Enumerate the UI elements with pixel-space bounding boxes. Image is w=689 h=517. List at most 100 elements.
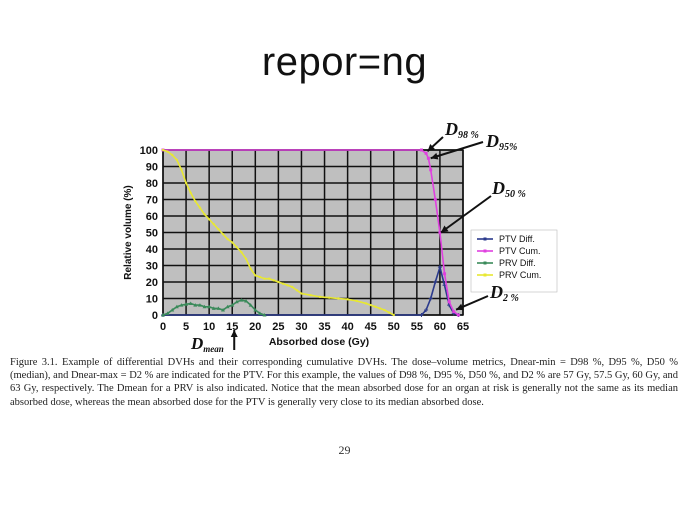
y-tick-label: 80 <box>146 178 158 190</box>
slide-title: repor=ng <box>261 40 428 84</box>
data-point <box>374 305 377 308</box>
data-point <box>346 298 349 301</box>
d95-arrow-head <box>430 152 439 160</box>
y-tick-label: 30 <box>146 261 158 273</box>
y-tick-label: 50 <box>146 228 158 240</box>
data-point <box>286 284 289 287</box>
data-point <box>248 303 253 307</box>
data-point <box>193 303 198 307</box>
data-point <box>447 300 451 304</box>
data-point <box>383 308 386 312</box>
data-point <box>378 307 382 310</box>
x-tick-label: 40 <box>341 321 353 333</box>
series-line <box>162 149 395 316</box>
data-point <box>437 265 442 270</box>
data-point <box>429 168 433 172</box>
y-tick-label: 10 <box>146 294 158 306</box>
x-tick-label: 30 <box>295 321 307 333</box>
data-point <box>433 280 438 284</box>
data-point <box>197 303 202 307</box>
data-point <box>272 279 275 282</box>
data-point <box>300 292 303 295</box>
data-point <box>392 313 395 317</box>
data-point <box>226 237 229 241</box>
data-point <box>174 304 179 309</box>
data-point <box>165 311 170 315</box>
data-point <box>244 257 248 261</box>
data-point <box>244 298 249 303</box>
d2-label: D2 % <box>489 282 519 304</box>
data-point <box>254 274 257 277</box>
figure-caption: Figure 3.1. Example of differential DVHs… <box>10 357 678 408</box>
d98-label: D98 % <box>444 119 479 141</box>
legend-label: PRV Diff. <box>499 258 536 268</box>
data-point <box>258 275 262 279</box>
x-tick-label: 20 <box>249 321 261 333</box>
data-point <box>291 285 294 289</box>
data-point <box>267 277 271 280</box>
series-line <box>163 264 459 316</box>
data-point <box>175 158 179 162</box>
data-point <box>309 294 312 297</box>
data-point <box>203 213 206 216</box>
data-point <box>194 199 197 203</box>
x-tick-label: 15 <box>226 321 238 333</box>
data-point <box>281 282 285 285</box>
data-point <box>216 306 221 310</box>
y-tick-label: 70 <box>146 195 158 207</box>
data-point <box>456 313 460 317</box>
data-point <box>327 296 331 299</box>
x-tick-label: 45 <box>365 321 377 333</box>
data-point <box>235 246 239 249</box>
x-tick-label: 65 <box>457 321 469 333</box>
x-tick-label: 35 <box>318 321 330 333</box>
data-point <box>419 313 424 317</box>
x-tick-label: 5 <box>183 321 189 333</box>
legend-label: PTV Diff. <box>499 234 535 244</box>
data-point <box>424 308 429 313</box>
legend-marker <box>483 261 487 265</box>
d98-arrow-head <box>427 143 435 152</box>
data-point <box>221 232 225 236</box>
dmean-label: Dmean <box>190 334 224 354</box>
data-point <box>234 299 239 304</box>
legend-marker <box>483 249 487 253</box>
x-tick-label: 55 <box>411 321 423 333</box>
data-point <box>452 310 456 314</box>
legend-box <box>470 229 558 293</box>
legend-marker <box>483 237 487 241</box>
data-point <box>207 218 211 221</box>
data-point <box>277 280 280 284</box>
data-point <box>426 156 430 160</box>
data-point <box>337 297 340 300</box>
data-point <box>217 228 220 231</box>
d2-arrow-head <box>456 303 464 311</box>
data-point <box>419 148 423 152</box>
data-point <box>239 298 244 302</box>
data-point <box>262 313 267 317</box>
data-point <box>184 181 188 185</box>
data-point <box>433 198 437 201</box>
data-point <box>225 304 230 309</box>
data-point <box>161 148 165 152</box>
data-point <box>184 302 189 306</box>
page-number: 29 <box>338 443 351 457</box>
data-point <box>166 150 169 153</box>
data-point <box>424 151 428 155</box>
data-point <box>161 313 165 317</box>
legend-label: PTV Cum. <box>499 246 541 256</box>
y-tick-label: 40 <box>146 244 158 256</box>
data-point <box>212 223 215 226</box>
data-point <box>443 272 447 276</box>
data-point <box>207 304 212 309</box>
data-point <box>230 303 235 307</box>
data-point <box>387 311 391 314</box>
x-tick-label: 60 <box>434 321 446 333</box>
data-point <box>318 295 322 299</box>
data-point <box>170 308 175 312</box>
d50-arrow <box>440 195 492 234</box>
data-point <box>189 191 192 195</box>
y-tick-label: 20 <box>146 277 158 289</box>
x-tick-label: 0 <box>160 321 166 333</box>
legend-marker <box>483 273 487 277</box>
